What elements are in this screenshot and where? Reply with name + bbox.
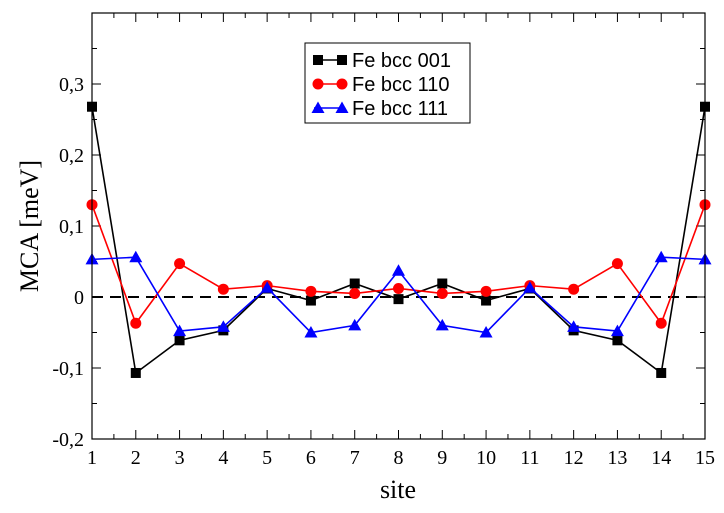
x-tick-label: 6 (306, 447, 316, 469)
legend-marker (313, 55, 323, 65)
series-fe-bcc-111 (85, 250, 712, 338)
x-tick-label: 10 (476, 447, 496, 469)
x-tick-label: 7 (350, 447, 360, 469)
legend-label: Fe bcc 001 (352, 50, 451, 72)
data-point-circle (305, 285, 317, 297)
x-tick-label: 5 (262, 447, 272, 469)
data-point-circle (568, 283, 580, 295)
data-point-triangle (216, 320, 230, 332)
y-tick-label: -0,2 (52, 429, 84, 451)
data-point-circle (349, 287, 361, 299)
data-point-triangle (173, 324, 187, 337)
x-tick-label: 4 (218, 447, 228, 469)
data-point-circle (217, 283, 229, 295)
data-point-square (174, 335, 185, 346)
x-tick-label: 15 (695, 447, 715, 469)
x-tick-label: 2 (131, 447, 141, 469)
x-tick-label: 1 (87, 447, 97, 469)
data-point-triangle (654, 250, 668, 263)
x-tick-label: 13 (607, 447, 627, 469)
x-tick-label: 12 (564, 447, 584, 469)
y-tick-label: 0,3 (59, 74, 84, 96)
legend-marker (311, 101, 325, 113)
x-tick-label: 11 (520, 447, 539, 469)
legend-marker (336, 78, 348, 90)
x-tick-label: 9 (437, 447, 447, 469)
x-axis-title: site (380, 475, 416, 504)
data-point-circle (655, 317, 667, 329)
data-point-square (130, 367, 141, 378)
x-tick-label: 3 (175, 447, 185, 469)
data-point-square (481, 295, 492, 306)
data-point-square (305, 295, 316, 306)
x-tick-label: 14 (651, 447, 671, 469)
legend-label: Fe bcc 110 (352, 74, 449, 96)
legend-marker (335, 101, 349, 113)
data-point-circle (480, 285, 492, 297)
data-point-triangle (435, 318, 449, 331)
data-point-square (612, 335, 623, 346)
legend-marker (337, 55, 347, 65)
data-point-triangle (304, 326, 318, 338)
data-point-triangle (523, 281, 537, 293)
data-point-square (349, 278, 360, 289)
data-point-triangle (567, 320, 581, 332)
y-tick-label: -0,1 (52, 358, 84, 380)
data-point-circle (611, 258, 623, 270)
y-tick-label: 0,1 (59, 216, 84, 238)
legend-label: Fe bcc 111 (352, 98, 448, 120)
legend-marker (312, 78, 324, 90)
data-point-square (437, 278, 448, 289)
data-point-circle (393, 282, 404, 294)
data-point-triangle (260, 281, 274, 293)
y-axis-title: MCA [meV] (15, 160, 44, 292)
data-point-triangle (348, 318, 362, 331)
data-point-circle (130, 317, 142, 329)
legend-box (304, 42, 471, 124)
data-point-triangle (610, 324, 624, 337)
data-point-square (656, 367, 667, 378)
data-point-square (393, 294, 404, 305)
plot-frame (91, 12, 706, 440)
data-point-triangle (479, 326, 493, 338)
y-tick-label: 0,2 (59, 145, 84, 167)
x-tick-label: 8 (394, 447, 404, 469)
data-point-triangle (129, 250, 143, 263)
data-point-circle (436, 287, 448, 299)
data-point-triangle (392, 264, 405, 276)
data-point-circle (174, 258, 186, 270)
y-tick-label: 0 (74, 287, 84, 309)
